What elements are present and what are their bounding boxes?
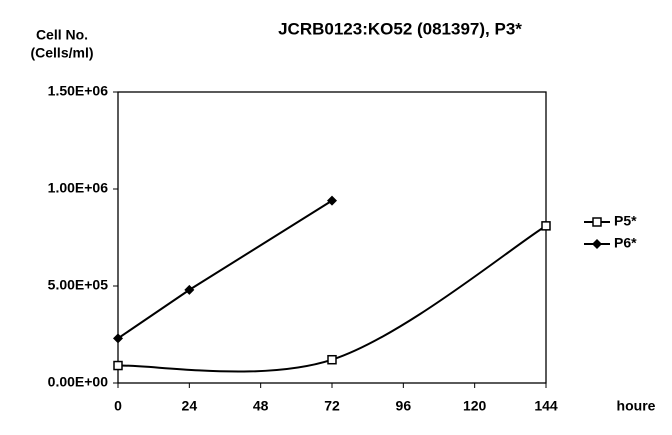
marker — [592, 217, 602, 227]
chart-title: JCRB0123:KO52 (081397), P3* — [278, 19, 522, 38]
x-tick-label: 48 — [253, 398, 269, 414]
y-tick-label: 0.00E+00 — [48, 374, 109, 390]
legend-label: P5* — [614, 213, 637, 229]
marker — [113, 360, 123, 371]
marker — [184, 284, 195, 295]
series-line — [117, 225, 547, 373]
series-line — [117, 199, 333, 340]
x-tick-label: 0 — [114, 398, 122, 414]
plot-frame — [117, 91, 547, 384]
y-tick-label: 1.00E+06 — [48, 180, 109, 196]
x-tick-label: 96 — [396, 398, 412, 414]
y-tick-label: 1.50E+06 — [48, 83, 109, 99]
marker — [327, 354, 337, 365]
marker — [541, 221, 551, 231]
y-tick-label: 5.00E+05 — [48, 277, 109, 293]
y-axis-label: (Cells/ml) — [30, 45, 93, 61]
legend-label: P6* — [614, 235, 637, 251]
y-axis-label: Cell No. — [36, 27, 88, 43]
marker — [113, 333, 123, 344]
x-tick-label: 144 — [534, 398, 558, 414]
marker — [592, 239, 602, 249]
x-tick-label: 72 — [324, 398, 340, 414]
x-tick-label: 120 — [463, 398, 487, 414]
marker — [327, 195, 337, 206]
x-tick-label: 24 — [182, 398, 198, 414]
x-axis-label: houre — [617, 398, 656, 414]
